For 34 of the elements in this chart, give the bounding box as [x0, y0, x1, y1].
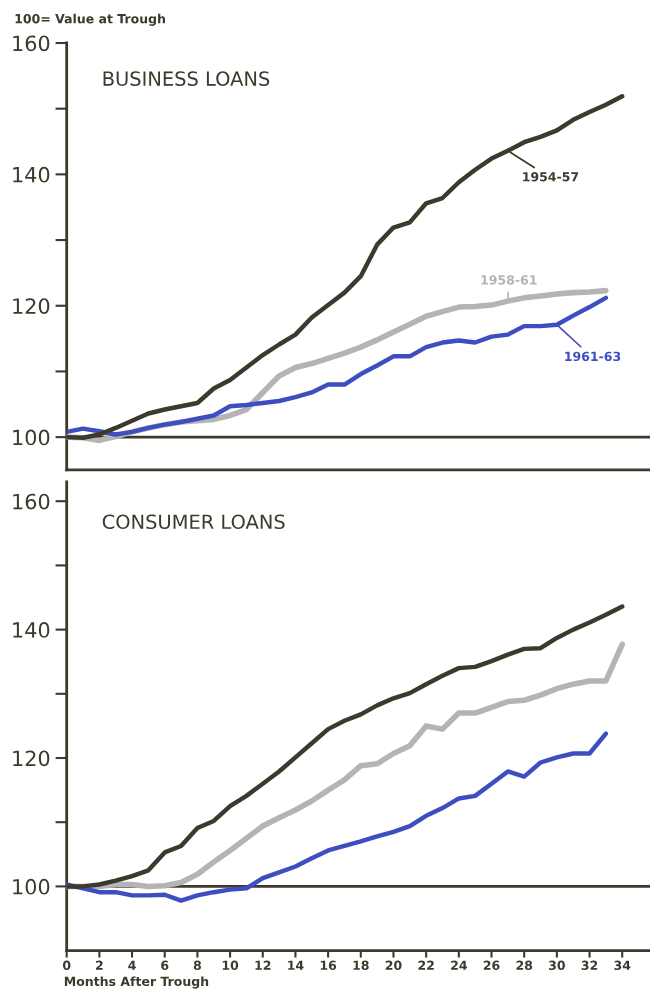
x-tick-label: 10	[222, 960, 239, 971]
x-axis-title: Months After Trough	[64, 976, 209, 989]
x-tick-label: 22	[418, 960, 434, 970]
y-axis-title: 100= Value at Trough	[15, 13, 165, 26]
x-tick-label: 34	[614, 960, 631, 971]
x-tick-label: 6	[161, 960, 169, 971]
x-tick-label: 18	[353, 960, 369, 971]
x-tick-label: 20	[385, 960, 402, 971]
legend-label: 1954-57	[523, 172, 579, 182]
line-series	[66, 731, 609, 903]
x-tick-label: 2	[96, 960, 103, 970]
legend-label: 1961-63	[565, 351, 621, 362]
y-tick-label: 160	[13, 35, 50, 52]
x-tick-label: 28	[516, 960, 533, 971]
x-tick-label: 14	[288, 960, 304, 970]
text: CONSUMER LOANS	[102, 514, 285, 530]
text: BUSINESS LOANS	[103, 71, 270, 86]
x-tick-label: 12	[255, 960, 271, 970]
series-label: 1958-61	[481, 275, 537, 285]
x-tick-label: 0	[62, 960, 71, 971]
x-tick-label: 30	[549, 960, 565, 971]
x-tick-label: 4	[128, 960, 136, 970]
y-tick-label: 160	[13, 493, 50, 510]
y-tick-label: 120	[13, 750, 50, 767]
y-tick-label: 140	[13, 622, 50, 638]
x-tick-label: 32	[581, 960, 598, 971]
y-tick-label: 100	[13, 878, 50, 895]
x-tick-label: 26	[483, 960, 500, 971]
x-tick-label: 8	[193, 960, 201, 971]
x-tick-label: 24	[451, 960, 467, 970]
y-tick-label: 100	[13, 429, 50, 446]
y-tick-label: 140	[13, 166, 50, 183]
x-tick-label: 16	[320, 960, 337, 971]
y-tick-label: 120	[13, 298, 50, 314]
